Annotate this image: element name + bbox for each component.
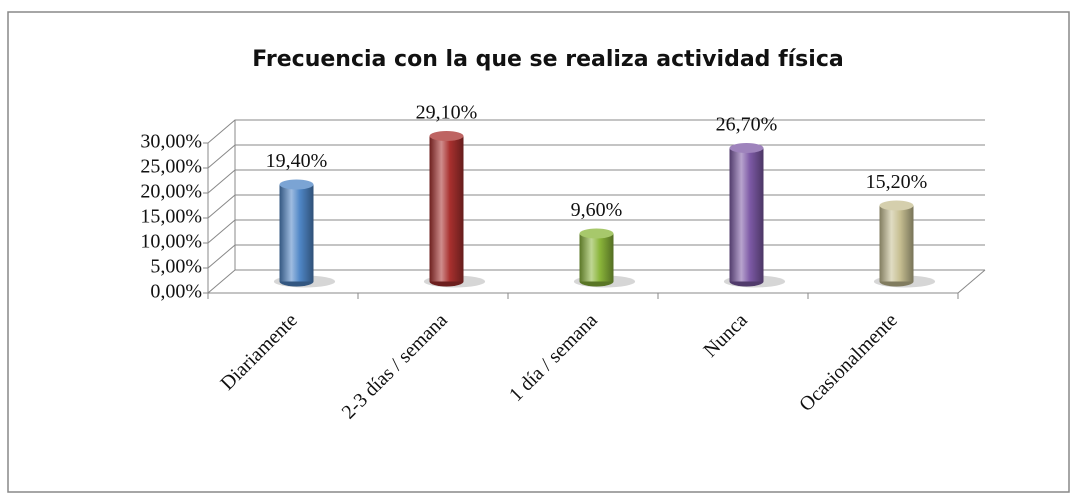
bar [279,184,314,282]
y-tick-label: 5,00% [150,256,202,278]
value-label: 15,20% [866,171,928,193]
y-tick-label: 25,00% [140,156,202,178]
value-label: 19,40% [266,150,328,172]
bar-top [429,131,464,141]
bar [729,148,764,282]
y-tick-label: 10,00% [140,231,202,253]
bar [579,233,614,282]
bar-top [879,200,914,211]
value-label: 26,70% [716,114,778,136]
y-tick-label: 20,00% [140,181,202,203]
chart-title: Frecuencia con la que se realiza activid… [252,47,843,72]
grid-line [207,119,985,144]
value-label: 29,10% [416,102,478,124]
y-tick-label: 30,00% [140,131,202,153]
bar [429,136,464,282]
value-label: 9,60% [571,199,623,221]
y-tick-label: 0,00% [150,281,202,303]
bar [879,205,914,282]
y-tick-label: 15,00% [140,206,202,228]
bar-top [279,179,314,190]
floor-line [957,269,986,294]
bar-top [729,143,764,153]
bar-top [579,228,614,239]
